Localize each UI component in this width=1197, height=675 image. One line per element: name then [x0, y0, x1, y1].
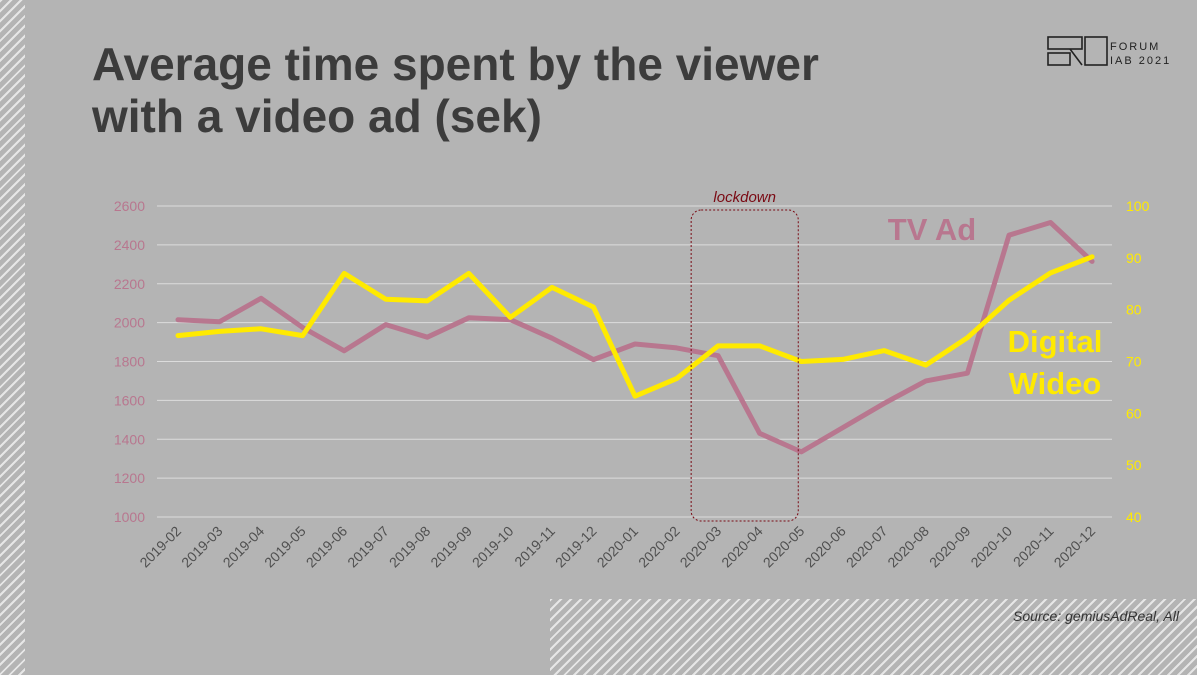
logo-text-forum: FORUM	[1110, 41, 1161, 53]
right-axis-ticks: 40 50 60 70 80 90 100	[1126, 198, 1150, 525]
decorative-hatch-bottom	[550, 599, 1197, 675]
x-axis-tick-label: 2019-06	[303, 523, 351, 571]
series-line-1	[175, 254, 1095, 399]
x-axis-tick-label: 2019-04	[220, 523, 268, 571]
right-axis-tick-label: 40	[1126, 509, 1142, 525]
series-line-0	[175, 220, 1095, 455]
chart-gridlines	[157, 205, 1112, 518]
lockdown-label: lockdown	[713, 189, 776, 206]
x-axis-tick-label: 2020-12	[1051, 523, 1099, 571]
x-axis-tick-label: 2019-07	[344, 523, 392, 571]
x-axis-tick-label: 2020-04	[718, 523, 766, 571]
x-axis-tick-label: 2020-10	[967, 523, 1015, 571]
x-axis-tick-label: 2020-09	[926, 523, 974, 571]
lockdown-annotation: lockdown	[690, 189, 799, 522]
right-axis-tick-label: 70	[1126, 354, 1142, 370]
left-axis-tick-label: 2400	[114, 237, 145, 253]
title-line-1: Average time spent by the viewer	[92, 38, 819, 90]
forum-iab-logo: FORUM IAB 2021	[1047, 36, 1187, 70]
tv-ad-series-label: TV Ad	[888, 212, 976, 247]
left-axis-tick-label: 1400	[114, 431, 145, 447]
left-axis-tick-label: 1200	[114, 470, 145, 486]
slide-title: Average time spent by the viewer with a …	[92, 38, 992, 142]
forum-logo-mark	[1047, 36, 1108, 66]
x-axis-tick-label: 2020-08	[884, 523, 932, 571]
x-axis-tick-label: 2019-02	[136, 523, 184, 571]
decorative-hatch-left	[0, 0, 25, 675]
left-axis-tick-label: 2200	[114, 276, 145, 292]
x-axis-tick-label: 2019-12	[552, 523, 600, 571]
x-axis-tick-label: 2020-06	[801, 523, 849, 571]
source-note: Source: gemiusAdReal, All	[1012, 608, 1179, 624]
left-axis-tick-label: 1800	[114, 354, 145, 370]
title-line-2: with a video ad (sek)	[92, 90, 542, 142]
x-axis-tick-label: 2019-08	[386, 523, 434, 571]
digital-series-label-line-2: Wideo	[1009, 366, 1102, 401]
right-axis-tick-label: 60	[1126, 405, 1142, 421]
x-axis-tick-label: 2020-02	[635, 523, 683, 571]
right-axis-tick-label: 50	[1126, 457, 1142, 473]
left-axis-tick-label: 2000	[114, 315, 145, 331]
x-axis-tick-label: 2019-03	[178, 523, 226, 571]
x-axis-tick-label: 2019-09	[427, 523, 475, 571]
x-axis-tick-label: 2019-11	[511, 523, 558, 570]
x-axis-tick-label: 2019-05	[261, 523, 309, 571]
right-axis-tick-label: 80	[1126, 302, 1142, 318]
left-axis-tick-label: 1000	[114, 509, 145, 525]
x-axis-tick-label: 2020-07	[843, 523, 891, 571]
x-axis-tick-label: 2020-05	[760, 523, 808, 571]
x-axis-ticks: 2019-022019-032019-042019-052019-062019-…	[136, 523, 1098, 571]
x-axis-tick-label: 2020-03	[677, 523, 725, 571]
x-axis-tick-label: 2020-01	[594, 523, 642, 571]
digital-series-label-line-1: Digital	[1008, 324, 1103, 359]
x-axis-tick-label: 2019-10	[469, 523, 517, 571]
x-axis-tick-label: 2020-11	[1010, 523, 1057, 570]
left-axis-tick-label: 1600	[114, 392, 145, 408]
right-axis-tick-label: 90	[1126, 250, 1142, 266]
right-axis-tick-label: 100	[1126, 198, 1150, 214]
left-axis-ticks: 1000 1200 1400 1600 1800 2000 2200 2400 2600	[114, 198, 145, 525]
lockdown-box	[690, 209, 799, 522]
left-axis-tick-label: 2600	[114, 198, 145, 214]
chart-series	[175, 220, 1095, 455]
logo-text-iab: IAB 2021	[1110, 55, 1172, 67]
